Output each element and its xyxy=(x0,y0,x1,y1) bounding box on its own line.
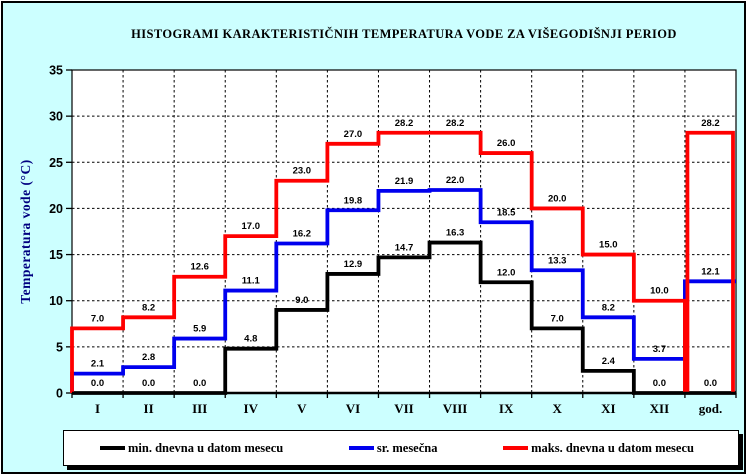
svg-text:7.0: 7.0 xyxy=(551,313,564,324)
svg-text:0.0: 0.0 xyxy=(142,378,155,389)
min-line-swatch xyxy=(100,446,125,450)
svg-text:27.0: 27.0 xyxy=(344,129,363,140)
svg-text:16.2: 16.2 xyxy=(293,228,312,239)
svg-text:18.5: 18.5 xyxy=(497,207,516,218)
legend-label-mean: sr. mesečna xyxy=(376,440,438,455)
svg-text:12.1: 12.1 xyxy=(701,266,720,277)
svg-text:VI: VI xyxy=(346,401,360,416)
svg-text:XII: XII xyxy=(650,401,670,416)
svg-text:5.9: 5.9 xyxy=(193,324,206,335)
svg-text:16.3: 16.3 xyxy=(446,228,465,239)
legend-item-min: min. dnevna u datom mesecu xyxy=(100,441,283,456)
svg-text:9.0: 9.0 xyxy=(295,295,308,306)
svg-text:VIII: VIII xyxy=(443,401,468,416)
legend-box: min. dnevna u datom mesecu sr. mesečna m… xyxy=(63,430,739,466)
svg-text:28.2: 28.2 xyxy=(395,118,414,129)
svg-text:17.0: 17.0 xyxy=(242,221,261,232)
svg-text:Temperatura vode (°C): Temperatura vode (°C) xyxy=(18,159,33,303)
svg-text:12.9: 12.9 xyxy=(344,259,363,270)
svg-text:2.4: 2.4 xyxy=(602,356,616,367)
svg-text:V: V xyxy=(297,401,307,416)
svg-text:10: 10 xyxy=(49,294,63,308)
series-line-0 xyxy=(72,240,736,395)
svg-text:35: 35 xyxy=(49,64,63,78)
svg-text:11.1: 11.1 xyxy=(242,276,261,287)
svg-text:5: 5 xyxy=(56,340,63,354)
svg-text:22.0: 22.0 xyxy=(446,175,465,186)
svg-text:21.9: 21.9 xyxy=(395,176,414,187)
svg-text:IX: IX xyxy=(499,401,514,416)
svg-text:23.0: 23.0 xyxy=(293,166,312,177)
svg-text:20.0: 20.0 xyxy=(548,193,567,204)
svg-text:26.0: 26.0 xyxy=(497,138,516,149)
y-axis-labels: 0 5 10 15 20 25 30 35 xyxy=(49,64,63,401)
svg-text:8.2: 8.2 xyxy=(142,302,155,313)
y-axis-title: Temperatura vode (°C) xyxy=(18,159,33,303)
legend-item-mean: sr. mesečna xyxy=(348,440,438,456)
svg-text:IV: IV xyxy=(244,401,259,416)
legend-label-min: min. dnevna u datom mesecu xyxy=(128,440,284,455)
svg-text:0.0: 0.0 xyxy=(193,378,206,389)
series-line-1 xyxy=(70,188,736,393)
svg-text:15: 15 xyxy=(49,248,63,262)
chart-title: HISTOGRAMI KARAKTERISTIČNIH TEMPERATURA … xyxy=(131,27,677,41)
data-labels: 0.0 0.0 0.0 4.8 9.0 12.9 14.7 16.3 12.0 7.0 2.4 0.0… xyxy=(91,118,720,389)
svg-text:12.6: 12.6 xyxy=(190,262,209,273)
svg-text:VII: VII xyxy=(394,401,414,416)
svg-text:25: 25 xyxy=(49,156,63,170)
svg-text:4.8: 4.8 xyxy=(244,334,257,345)
legend-label-max: maks. dnevna u datom mesecu xyxy=(531,440,694,455)
svg-text:8.2: 8.2 xyxy=(602,302,615,313)
svg-text:XI: XI xyxy=(601,401,615,416)
svg-text:14.7: 14.7 xyxy=(395,242,414,253)
svg-text:0.0: 0.0 xyxy=(704,378,717,389)
svg-text:28.2: 28.2 xyxy=(701,118,720,129)
svg-text:3.7: 3.7 xyxy=(653,344,666,355)
svg-text:III: III xyxy=(192,401,207,416)
svg-text:15.0: 15.0 xyxy=(599,240,618,251)
svg-text:7.0: 7.0 xyxy=(91,313,104,324)
mean-line-swatch xyxy=(348,446,374,450)
series-line-2 xyxy=(70,130,735,393)
svg-text:19.8: 19.8 xyxy=(344,195,363,206)
svg-text:0.0: 0.0 xyxy=(91,378,104,389)
svg-text:13.3: 13.3 xyxy=(548,255,567,266)
svg-text:I: I xyxy=(95,401,100,416)
svg-text:28.2: 28.2 xyxy=(446,118,465,129)
svg-text:20: 20 xyxy=(49,202,63,216)
svg-text:II: II xyxy=(144,401,154,416)
svg-text:2.8: 2.8 xyxy=(142,352,155,363)
x-axis-labels: I II III IV V VI VII VIII IX X XI XII god. xyxy=(95,401,722,416)
max-line-swatch xyxy=(503,446,529,450)
svg-text:X: X xyxy=(553,401,563,416)
legend-item-max: maks. dnevna u datom mesecu xyxy=(503,441,694,456)
svg-text:12.0: 12.0 xyxy=(497,267,516,278)
svg-text:god.: god. xyxy=(699,401,722,416)
svg-text:10.0: 10.0 xyxy=(650,286,669,297)
svg-text:0.0: 0.0 xyxy=(653,378,666,389)
svg-text:0: 0 xyxy=(56,387,63,401)
svg-text:30: 30 xyxy=(49,110,63,124)
svg-text:2.1: 2.1 xyxy=(91,359,105,370)
